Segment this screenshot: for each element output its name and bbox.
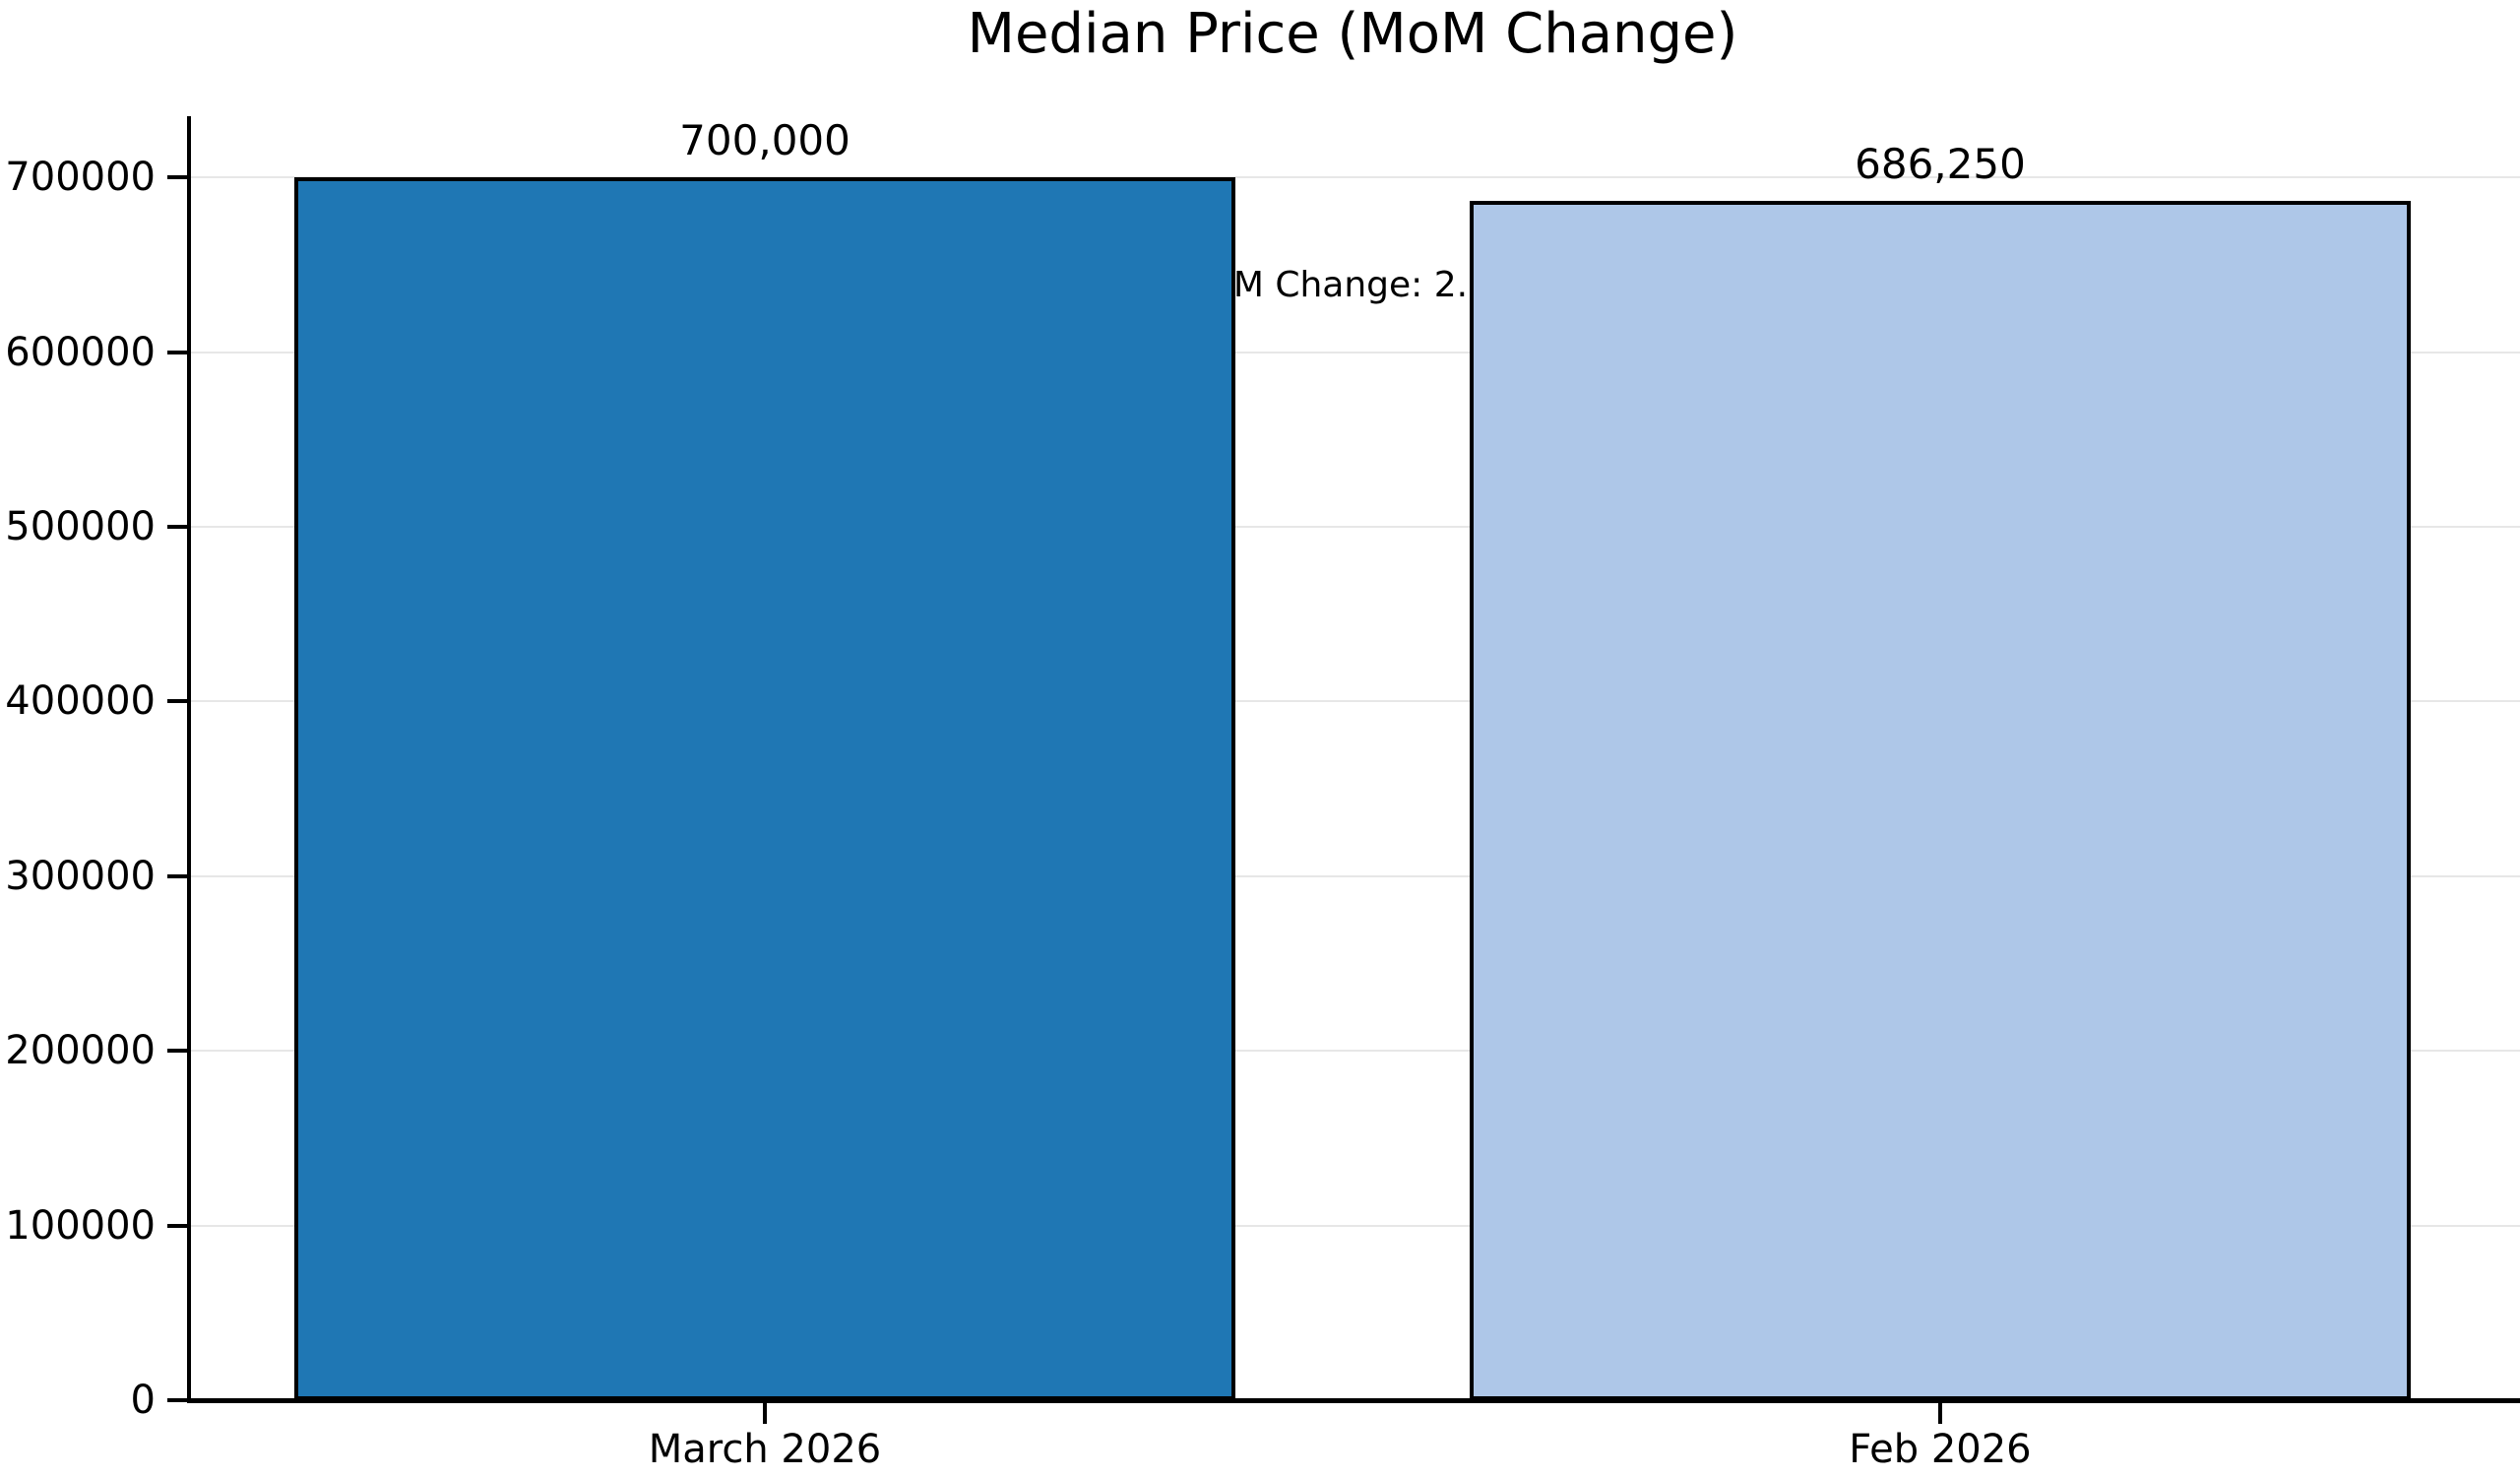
gridline-y-600000	[189, 351, 2520, 353]
bar-march-2026	[294, 177, 1235, 1400]
y-tick-label: 100000	[5, 1202, 156, 1249]
y-tick-mark	[167, 350, 187, 354]
x-tick-label-feb-2026: Feb 2026	[1849, 1427, 2032, 1472]
y-tick-label: 200000	[5, 1028, 156, 1074]
y-axis-spine	[187, 116, 191, 1402]
y-tick-mark	[167, 1049, 187, 1054]
y-tick-label: 400000	[5, 678, 156, 725]
y-tick-mark	[167, 699, 187, 704]
y-tick-mark	[167, 175, 187, 180]
y-tick-label: 0	[130, 1378, 156, 1423]
bar-feb-2026	[1470, 201, 2411, 1400]
gridline-y-200000	[189, 1050, 2520, 1053]
y-tick-label: 300000	[5, 853, 156, 899]
y-tick-mark	[167, 1223, 187, 1228]
y-tick-mark	[167, 873, 187, 878]
y-tick-mark	[167, 1398, 187, 1402]
gridline-y-400000	[189, 700, 2520, 703]
chart-title: Median Price (MoM Change)	[967, 2, 1738, 66]
y-tick-mark	[167, 524, 187, 529]
y-tick-label: 600000	[5, 329, 156, 375]
y-tick-label: 700000	[5, 155, 156, 201]
bar-value-label: 686,250	[1855, 140, 2026, 189]
mom-change-annotation: MoM Change: 2.0%	[1180, 265, 1525, 306]
gridline-y-300000	[189, 874, 2520, 877]
x-axis-spine	[187, 1398, 2520, 1403]
x-tick-mark	[1937, 1402, 1942, 1424]
x-tick-mark	[763, 1402, 768, 1424]
gridline-y-500000	[189, 525, 2520, 528]
y-tick-label: 500000	[5, 503, 156, 549]
gridline-y-700000	[189, 176, 2520, 179]
bar-value-label: 700,000	[679, 116, 850, 165]
x-tick-label-march-2026: March 2026	[648, 1427, 882, 1472]
gridline-y-100000	[189, 1224, 2520, 1227]
